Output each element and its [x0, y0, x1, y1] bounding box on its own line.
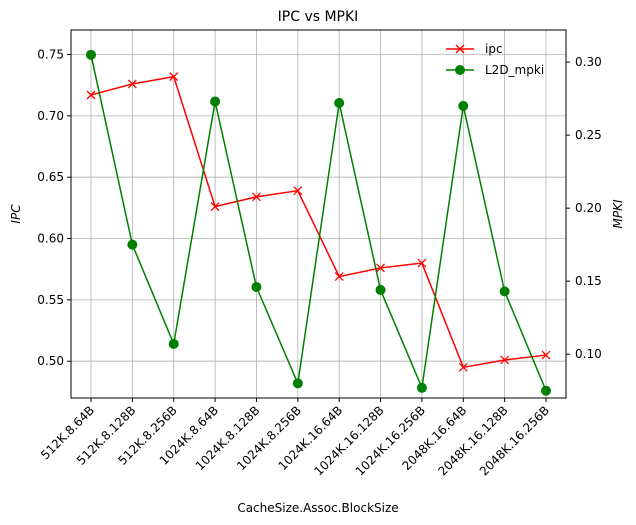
series-line-ipc — [90, 75, 547, 369]
data-point-ipc — [251, 192, 261, 202]
data-point-L2D_mpki — [251, 282, 262, 293]
data-point-L2D_mpki — [210, 96, 221, 107]
right-y-tick-label: 0.20 — [575, 201, 602, 215]
left-y-tick-label: 0.55 — [37, 293, 64, 307]
right-axis-label: MPKI — [611, 199, 625, 228]
left-y-tick-label: 0.70 — [37, 109, 64, 123]
data-point-L2D_mpki — [168, 338, 179, 349]
legend-label-ipc: ipc — [485, 42, 503, 56]
data-point-ipc — [417, 258, 427, 268]
left-y-tick-label: 0.50 — [37, 354, 64, 368]
x-tick-label: 2048K.16.256B — [477, 403, 552, 478]
right-y-tick-label: 0.30 — [575, 55, 602, 69]
x-tick-label: 1024K.16.128B — [311, 403, 386, 478]
x-tick-label: 2048K.16.128B — [435, 403, 510, 478]
legend-marker-L2D_mpki — [455, 65, 465, 75]
chart-title: IPC vs MPKI — [278, 9, 359, 25]
data-point-ipc — [169, 72, 179, 82]
data-point-L2D_mpki — [416, 382, 427, 393]
series-layer — [86, 49, 551, 396]
data-point-ipc — [86, 90, 96, 100]
right-y-tick-label: 0.10 — [575, 347, 602, 361]
data-point-ipc — [334, 272, 344, 282]
legend: ipc L2D_mpki — [446, 42, 544, 77]
data-point-L2D_mpki — [458, 100, 469, 111]
x-axis-label: CacheSize.Assoc.BlockSize — [237, 501, 398, 515]
data-point-L2D_mpki — [375, 284, 386, 295]
right-y-tick-label: 0.25 — [575, 128, 602, 142]
data-point-L2D_mpki — [334, 98, 345, 109]
left-y-tick-label: 0.75 — [37, 48, 64, 62]
data-point-ipc — [376, 263, 386, 273]
right-y-tick-label: 0.15 — [575, 274, 602, 288]
data-point-L2D_mpki — [292, 378, 303, 389]
legend-marker-ipc — [455, 44, 465, 54]
data-point-L2D_mpki — [86, 49, 96, 60]
data-point-ipc — [541, 350, 551, 360]
series-line-L2D_mpki — [90, 54, 547, 391]
x-tick-label: 1024K.16.256B — [353, 403, 428, 478]
axes-layer: 512K.8.64B512K.8.128B512K.8.256B1024K.8.… — [37, 48, 601, 479]
grid-lines — [71, 30, 566, 398]
data-point-L2D_mpki — [499, 286, 510, 297]
left-axis-label: IPC — [9, 204, 23, 224]
left-y-tick-label: 0.60 — [37, 232, 64, 246]
data-point-L2D_mpki — [127, 239, 138, 250]
legend-label-L2D_mpki: L2D_mpki — [485, 63, 544, 77]
plot-frame — [70, 29, 567, 399]
data-point-ipc — [293, 186, 303, 196]
data-point-ipc — [210, 202, 220, 212]
left-y-tick-label: 0.65 — [37, 170, 64, 184]
data-point-L2D_mpki — [541, 385, 551, 396]
data-point-ipc — [500, 355, 510, 365]
data-point-ipc — [127, 79, 137, 89]
data-point-ipc — [458, 362, 468, 372]
